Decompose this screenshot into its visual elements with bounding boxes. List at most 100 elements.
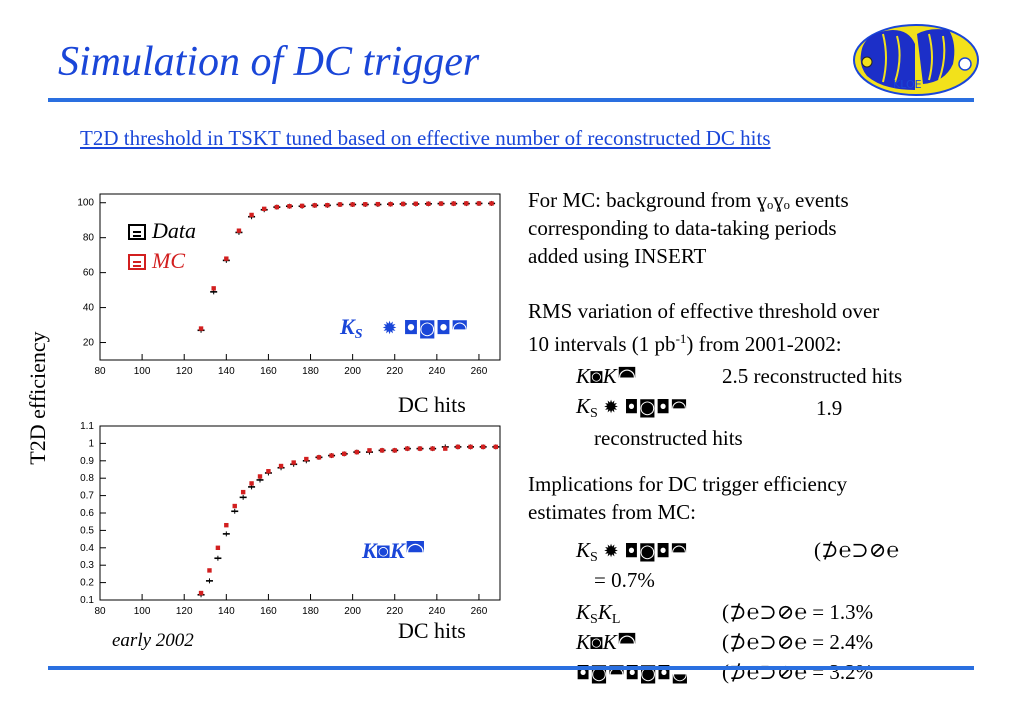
mc-point xyxy=(400,201,406,207)
mc-point xyxy=(388,201,393,207)
mc-point xyxy=(392,448,397,453)
y-tick-label: 0.7 xyxy=(80,491,94,502)
mc-point xyxy=(379,448,385,453)
y-tick-label: 0.5 xyxy=(80,525,94,536)
mc-point xyxy=(405,446,410,451)
mc-point xyxy=(417,446,423,451)
mc-point xyxy=(489,201,494,206)
y-tick-label: 20 xyxy=(83,338,95,349)
y-tick-label: 1.1 xyxy=(80,421,94,432)
imp-row-ks-value: (⊅℮⊃⊘℮ xyxy=(814,538,899,562)
y-tick-label: 0.1 xyxy=(80,595,94,606)
imp-row-pipi: ◘◙◚◘◙◘◛ xyxy=(576,663,689,684)
kloe-logo: KLOE xyxy=(853,24,979,96)
legend: Data MC xyxy=(128,216,196,276)
mc-point xyxy=(198,326,204,331)
mc-point xyxy=(207,568,212,573)
rms-variation-text: RMS variation of effective threshold ove… xyxy=(528,299,880,356)
data-marker-icon xyxy=(128,224,146,240)
rms-row-ks-value-cont: reconstructed hits xyxy=(594,426,743,450)
y-tick-label: 0.4 xyxy=(80,543,94,554)
mc-point xyxy=(367,448,372,453)
mc-point xyxy=(215,545,221,550)
x-tick-label: 120 xyxy=(176,366,193,377)
mc-point xyxy=(236,228,242,233)
mc-point xyxy=(430,446,435,451)
mc-point xyxy=(278,463,284,469)
imp-row-ks-value-cont: = 0.7% xyxy=(594,568,655,592)
mc-point xyxy=(232,503,237,509)
x-tick-label: 220 xyxy=(386,606,403,617)
mc-point xyxy=(438,201,444,206)
mc-point xyxy=(493,444,498,450)
mc-point xyxy=(287,204,292,209)
mc-point xyxy=(413,201,418,206)
mc-point xyxy=(354,449,360,455)
y-tick-label: 60 xyxy=(83,268,95,279)
x-tick-label: 160 xyxy=(260,606,277,617)
rms-row-kk-value: 2.5 reconstructed hits xyxy=(722,364,903,388)
channel-label-top: KS ✹ ◘◙◘◚ xyxy=(340,314,469,342)
mc-point xyxy=(312,203,317,208)
plot-frame xyxy=(99,193,501,361)
y-tick-label: 0.9 xyxy=(80,456,94,467)
mc-point xyxy=(329,453,334,458)
efficiency-plot-top: 80 100 120 140 160 180 200 220 240 260 20 40 60 80 100 xyxy=(77,193,501,377)
y-tick-label: 0.6 xyxy=(80,508,94,519)
mc-point xyxy=(468,444,473,450)
plot-frame xyxy=(99,425,501,601)
page-title: Simulation of DC trigger xyxy=(58,39,480,85)
x-tick-label: 160 xyxy=(260,366,277,377)
mc-point xyxy=(316,455,322,460)
x-tick-label: 260 xyxy=(471,366,488,377)
x-axis-label-top: DC hits xyxy=(398,392,466,417)
x-tick-label: 260 xyxy=(471,606,488,617)
rms-row-kk: K◙K◚ xyxy=(576,364,638,388)
mc-point xyxy=(274,204,280,210)
y-tick-label: 0.3 xyxy=(80,560,94,571)
x-tick-label: 80 xyxy=(94,366,106,377)
x-axis-label-bottom: DC hits xyxy=(398,618,466,643)
mc-point xyxy=(337,202,343,207)
mc-point xyxy=(299,203,305,209)
subtitle: T2D threshold in TSKT tuned based on eff… xyxy=(80,126,771,150)
svg-text:KLOE: KLOE xyxy=(893,78,922,91)
y-tick-label: 80 xyxy=(83,233,95,244)
footer-rule xyxy=(48,666,974,670)
mc-point xyxy=(249,481,254,486)
imp-row-ks: KS ✹ ◘◙◘◚ xyxy=(576,538,688,565)
mc-point xyxy=(464,201,469,206)
mc-point xyxy=(224,522,229,528)
y-tick-label: 1 xyxy=(88,438,94,449)
imp-row-kk-value: (⊅℮⊃⊘℮ = 2.4% xyxy=(722,630,874,654)
y-axis-label: T2D efficiency xyxy=(25,331,50,465)
x-tick-label: 120 xyxy=(176,606,193,617)
mc-point xyxy=(451,201,456,206)
title-rule xyxy=(48,98,974,102)
mc-point xyxy=(350,202,355,207)
x-tick-label: 180 xyxy=(302,366,319,377)
x-tick-label: 140 xyxy=(218,606,235,617)
x-tick-label: 220 xyxy=(386,366,403,377)
mc-point xyxy=(291,460,296,465)
mc-point xyxy=(211,286,216,291)
y-tick-label: 0.8 xyxy=(80,473,94,484)
x-tick-label: 80 xyxy=(94,606,106,617)
mc-point xyxy=(363,202,368,207)
rms-row-ks-value: 1.9 xyxy=(816,396,843,420)
channel-label-bottom: K◙K◚ xyxy=(362,538,426,563)
period-note: early 2002 xyxy=(112,630,194,651)
efficiency-plot-bottom: 80 100 120 140 160 180 200 220 240 260 0.1 0.2 0.3 0.… xyxy=(80,421,501,617)
mc-point xyxy=(304,456,309,462)
imp-row-kk: K◙K◚ xyxy=(576,630,638,654)
x-tick-label: 200 xyxy=(344,366,361,377)
x-tick-label: 100 xyxy=(134,366,151,377)
legend-data: Data xyxy=(128,216,196,246)
y-tick-label: 40 xyxy=(83,303,95,314)
imp-row-pipi-value: (⊅℮⊃⊘℮ = 3.2% xyxy=(722,660,874,684)
x-tick-label: 100 xyxy=(134,606,151,617)
imp-row-kskl-value: (⊅℮⊃⊘℮ = 1.3% xyxy=(722,600,874,624)
legend-mc: MC xyxy=(128,246,196,276)
mc-point xyxy=(476,201,482,206)
mc-background-text: For MC: background from ɣₒɣₒ events corr… xyxy=(528,188,849,268)
